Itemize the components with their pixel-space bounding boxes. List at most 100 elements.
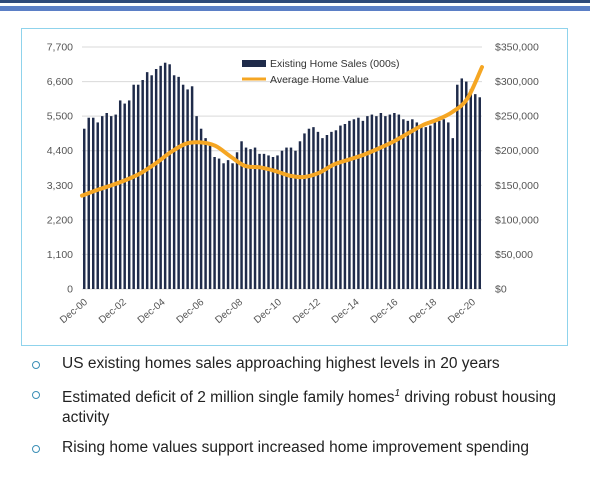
- sales-bar: [298, 141, 302, 289]
- sales-bar: [361, 120, 365, 289]
- x-axis-tick-label: Dec-04: [136, 297, 168, 326]
- combo-chart: 0 $0 1,100 $50,000 2,200 $100,000 3,300 $150,00…: [47, 42, 539, 327]
- sales-bar: [253, 147, 257, 289]
- sales-bar: [429, 125, 432, 289]
- sales-bar: [397, 114, 401, 289]
- sales-bar: [465, 81, 468, 289]
- left-axis-tick-label: 7,700: [47, 42, 73, 54]
- sales-bar: [217, 158, 221, 289]
- sales-bar: [348, 120, 351, 289]
- sales-bar: [150, 75, 153, 290]
- right-axis-tick-label: $250,000: [495, 111, 539, 123]
- sales-bar: [375, 116, 378, 290]
- legend-label-home-value: Average Home Value: [270, 74, 369, 86]
- sales-bar: [114, 114, 117, 289]
- sales-bar: [222, 163, 225, 289]
- bullet-item: US existing homes sales approaching high…: [28, 354, 583, 374]
- right-axis-tick-label: $0: [495, 284, 507, 296]
- sales-bar: [312, 127, 315, 290]
- sales-bar: [105, 113, 108, 289]
- footnote-marker: 1: [394, 388, 401, 399]
- sales-bar: [127, 100, 131, 289]
- sales-bar: [267, 155, 270, 289]
- sales-bar: [145, 72, 149, 289]
- x-axis-tick-label: Dec-10: [252, 297, 284, 326]
- sales-bar: [294, 150, 297, 289]
- bullet-list: US existing homes sales approaching high…: [28, 354, 583, 468]
- sales-bar: [307, 128, 311, 289]
- sales-bar: [92, 117, 95, 289]
- sales-bar: [474, 94, 477, 290]
- sales-bar: [469, 89, 472, 289]
- x-axis-tick-label: Dec-00: [58, 297, 90, 326]
- sales-bar: [226, 160, 230, 289]
- sales-bar: [379, 113, 383, 289]
- sales-bar: [289, 147, 293, 289]
- sales-bar: [280, 150, 284, 289]
- left-axis-tick-label: 3,300: [47, 180, 73, 192]
- sales-bar: [424, 127, 428, 290]
- bullet-circle-icon: [32, 391, 40, 399]
- right-axis-tick-label: $50,000: [495, 249, 533, 261]
- sales-bar: [384, 116, 387, 290]
- header-rule-light: [0, 6, 590, 11]
- sales-bar: [208, 144, 212, 289]
- left-axis-tick-label: 5,500: [47, 111, 73, 123]
- bullet-circle-icon: [32, 361, 40, 369]
- legend-label-sales: Existing Home Sales (000s): [270, 58, 400, 70]
- x-axis-tick-label: Dec-16: [369, 297, 401, 326]
- bullet-text: Rising home values support increased hom…: [62, 439, 529, 457]
- x-axis-tick-label: Dec-08: [213, 297, 245, 326]
- sales-bar: [438, 120, 441, 289]
- sales-bar: [321, 138, 324, 289]
- x-axis-tick-label: Dec-12: [291, 297, 323, 326]
- left-axis-tick-label: 4,400: [47, 145, 73, 157]
- sales-bar: [271, 157, 275, 289]
- sales-bar: [370, 114, 374, 289]
- sales-bar: [357, 117, 360, 289]
- sales-bar: [141, 80, 144, 289]
- sales-bar: [83, 128, 86, 289]
- sales-bar: [366, 116, 369, 290]
- right-axis-tick-label: $200,000: [495, 145, 539, 157]
- sales-bar: [276, 155, 279, 289]
- sales-bar: [388, 114, 392, 289]
- sales-bar: [132, 84, 135, 289]
- left-axis-tick-label: 2,200: [47, 214, 73, 226]
- sales-bar: [406, 120, 410, 289]
- sales-bar: [393, 113, 396, 289]
- sales-bar: [456, 84, 459, 289]
- header-rule-dark: [0, 0, 590, 3]
- sales-bar: [249, 149, 252, 289]
- sales-bar: [433, 122, 437, 289]
- sales-bar: [204, 138, 207, 289]
- sales-bar: [325, 135, 329, 289]
- x-axis-tick-label: Dec-18: [407, 297, 439, 326]
- sales-bar: [244, 147, 248, 289]
- legend-swatch-bar: [242, 60, 266, 67]
- sales-bar: [339, 125, 342, 289]
- sales-bar: [420, 125, 423, 289]
- sales-bar: [285, 147, 288, 289]
- sales-bar: [231, 163, 234, 289]
- sales-bar: [186, 89, 189, 289]
- sales-bar: [195, 116, 198, 290]
- right-axis-tick-label: $300,000: [495, 76, 539, 88]
- sales-bar: [96, 122, 99, 289]
- sales-bar: [190, 86, 194, 290]
- sales-bar: [100, 116, 104, 290]
- sales-bar: [415, 122, 419, 289]
- x-axis-tick-label: Dec-14: [330, 297, 362, 326]
- x-axis-tick-label: Dec-20: [446, 297, 478, 326]
- bullet-item: Estimated deficit of 2 million single fa…: [28, 384, 583, 428]
- sales-bar: [109, 116, 113, 290]
- bullet-text-continued: driving robust housing activity: [62, 389, 557, 427]
- sales-bar: [447, 122, 450, 289]
- sales-bar: [460, 78, 464, 289]
- sales-bar: [478, 97, 481, 290]
- sales-bar: [235, 152, 239, 289]
- sales-bar: [168, 64, 171, 290]
- sales-bar: [316, 131, 320, 289]
- right-axis-tick-label: $100,000: [495, 214, 539, 226]
- sales-bar: [159, 65, 162, 289]
